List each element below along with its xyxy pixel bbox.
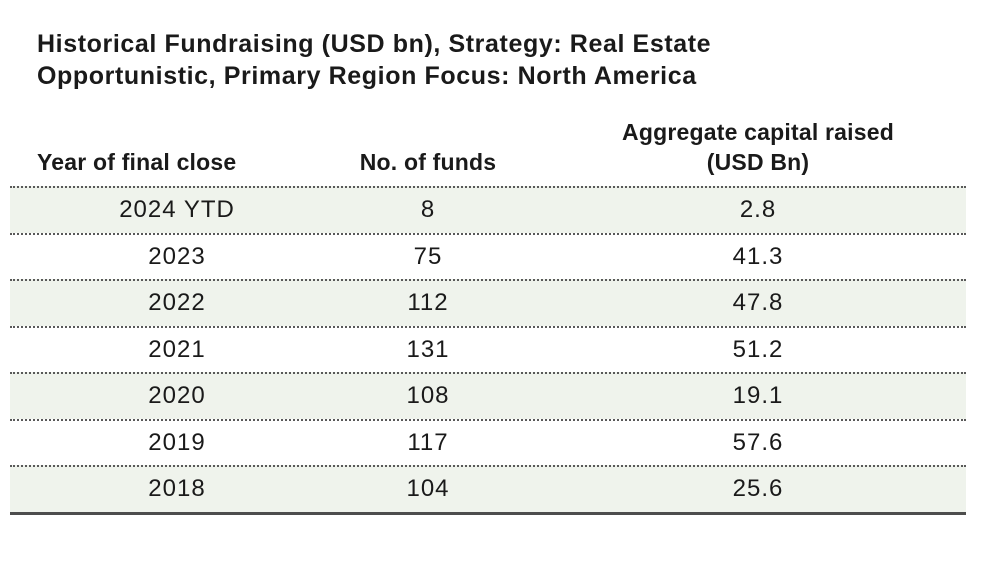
cell-funds: 112 — [407, 289, 449, 317]
cell-capital: 47.8 — [732, 289, 784, 317]
cell-capital: 19.1 — [732, 382, 784, 410]
table-row-2019: 2019 117 57.6 — [10, 418, 966, 465]
cell-year: 2019 — [148, 428, 206, 456]
cell-year: 2018 — [148, 475, 206, 503]
table-row-2021: 2021 131 51.2 — [10, 325, 966, 372]
table-header-row: Year of final close No. of funds Aggrega… — [10, 112, 966, 186]
page-title-line-2: Opportunistic, Primary Region Focus: Nor… — [37, 62, 697, 90]
table-row-2022: 2022 112 47.8 — [10, 279, 966, 326]
cell-capital: 51.2 — [732, 335, 784, 363]
page-title: Historical Fundraising (USD bn), Strateg… — [37, 28, 711, 92]
cell-funds: 8 — [420, 196, 436, 224]
table-row-2023: 2023 75 41.3 — [10, 232, 966, 279]
cell-year: 2023 — [148, 242, 206, 270]
header-no-of-funds: No. of funds — [359, 148, 497, 175]
cell-capital: 2.8 — [739, 196, 777, 224]
cell-funds: 75 — [413, 242, 443, 270]
cell-capital: 41.3 — [732, 242, 784, 270]
cell-capital: 25.6 — [732, 475, 784, 503]
cell-funds: 108 — [406, 382, 450, 410]
cell-year: 2022 — [148, 289, 206, 317]
cell-year: 2020 — [148, 382, 206, 410]
cell-capital: 57.6 — [732, 428, 784, 456]
table-row-2020: 2020 108 19.1 — [10, 372, 966, 419]
cell-funds: 117 — [407, 428, 449, 456]
cell-year: 2024 YTD — [119, 196, 235, 224]
table-row-2024-ytd: 2024 YTD 8 2.8 — [10, 186, 966, 233]
cell-year: 2021 — [148, 335, 206, 363]
fundraising-table: Year of final close No. of funds Aggrega… — [10, 112, 966, 515]
cell-funds: 131 — [406, 335, 450, 363]
header-aggregate-capital-raised-text: Aggregate capital raised (USD Bn) — [622, 119, 894, 175]
header-year-of-final-close: Year of final close — [37, 148, 237, 175]
page-title-line-1: Historical Fundraising (USD bn), Strateg… — [37, 30, 712, 58]
header-aggregate-capital-raised: Aggregate capital raised (USD Bn) — [512, 118, 966, 177]
table-row-2018: 2018 104 25.6 — [10, 465, 966, 512]
cell-funds: 104 — [406, 475, 450, 503]
